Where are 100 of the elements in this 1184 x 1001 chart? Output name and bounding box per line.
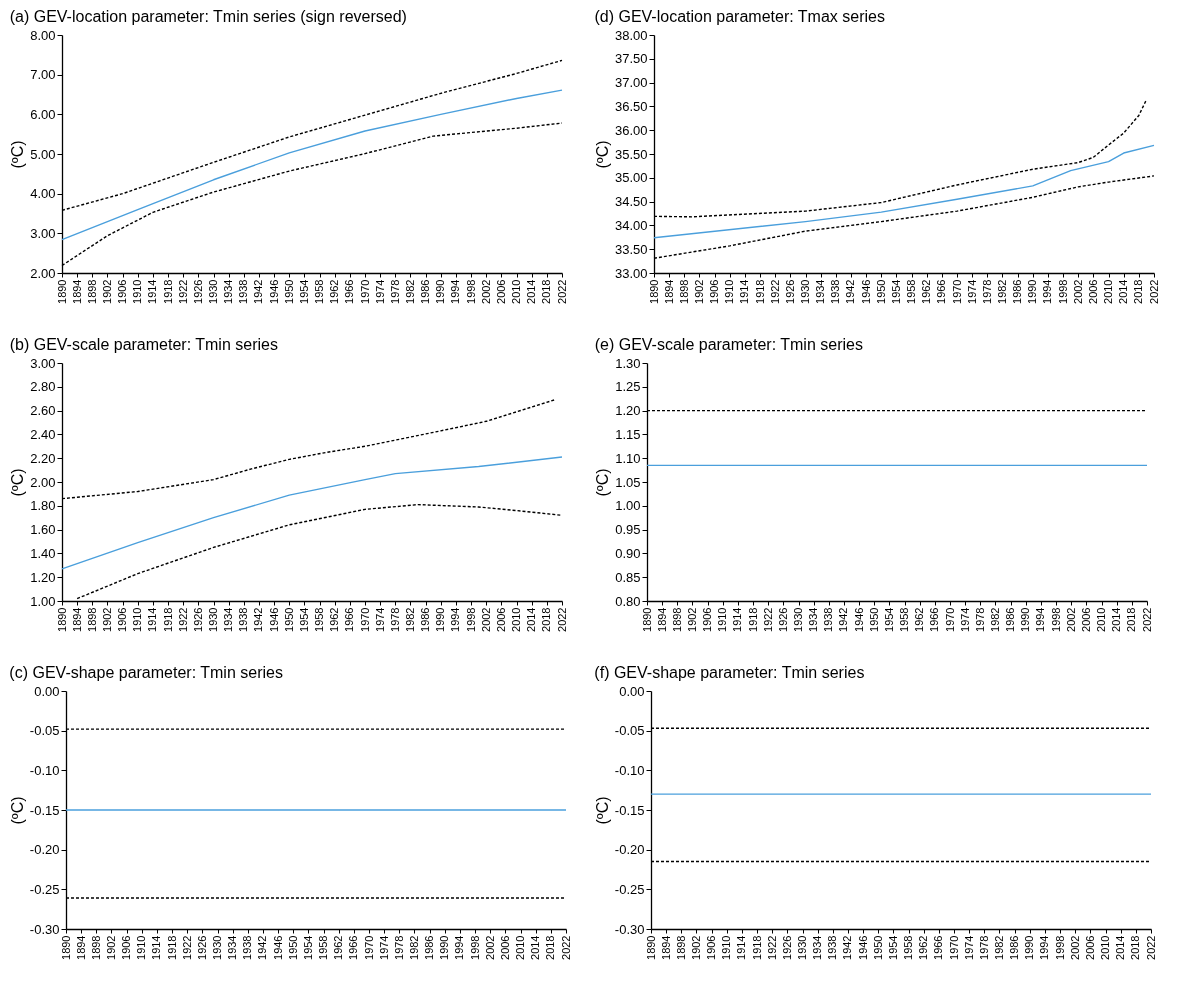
y-tick-label: 6.00 xyxy=(30,106,56,122)
y-tick-label: 36.00 xyxy=(614,122,648,138)
y-tick-label: 1.05 xyxy=(615,474,641,490)
x-tick-label: 1974 xyxy=(965,279,978,304)
x-tick-label: 1974 xyxy=(958,607,971,632)
x-tick-label: 1946 xyxy=(852,607,865,632)
x-tick-label: 1954 xyxy=(889,279,902,304)
x-tick-label: 1970 xyxy=(943,607,956,632)
y-tick-label: 1.60 xyxy=(30,522,56,538)
x-tick-label: 1962 xyxy=(328,607,341,632)
x-tick-label: 2018 xyxy=(540,607,553,632)
x-tick-label: 1942 xyxy=(837,607,850,632)
x-tick-label: 1890 xyxy=(640,607,653,632)
x-tick-label: 2002 xyxy=(1068,935,1081,960)
x-tick-label: 1998 xyxy=(1056,279,1069,304)
x-tick-label: 1914 xyxy=(146,279,159,304)
x-tick-label: 1930 xyxy=(796,935,809,960)
x-tick-label: 2014 xyxy=(1114,935,1127,960)
y-tick-label: 1.00 xyxy=(30,593,56,609)
y-tick-label: -0.20 xyxy=(614,842,645,858)
x-tick-label: 1962 xyxy=(328,279,341,304)
x-tick-label: 1994 xyxy=(453,935,466,960)
x-tick-label: 2022 xyxy=(555,607,568,632)
x-tick-label: 1934 xyxy=(807,607,820,632)
x-tick-label: 1958 xyxy=(317,935,330,960)
x-tick-label: 1894 xyxy=(74,935,87,960)
chart-title: (a) GEV-location parameter: Tmin series (sign reversed) xyxy=(9,8,407,25)
x-tick-label: 1918 xyxy=(750,935,763,960)
x-tick-label: 2014 xyxy=(529,935,542,960)
x-tick-label: 1930 xyxy=(207,279,220,304)
x-tick-label: 1910 xyxy=(723,279,736,304)
y-axis-title: (ºC) xyxy=(9,140,27,169)
x-tick-label: 1918 xyxy=(165,935,178,960)
x-tick-label: 1970 xyxy=(358,607,371,632)
x-tick-label: 1954 xyxy=(297,607,310,632)
x-tick-label: 2018 xyxy=(540,279,553,304)
y-tick-label: -0.10 xyxy=(29,762,60,778)
y-tick-label: 1.30 xyxy=(615,355,641,371)
x-tick-label: 1978 xyxy=(388,279,401,304)
x-tick-label: 1966 xyxy=(343,607,356,632)
y-tick-label: 2.80 xyxy=(30,379,56,395)
x-tick-label: 1934 xyxy=(222,607,235,632)
x-tick-label: 1914 xyxy=(738,279,751,304)
x-tick-label: 2018 xyxy=(544,935,557,960)
x-tick-label: 1990 xyxy=(1019,607,1032,632)
x-tick-label: 1970 xyxy=(362,935,375,960)
y-tick-label: -0.25 xyxy=(614,881,645,897)
x-tick-label: 1942 xyxy=(252,279,265,304)
x-tick-label: 1922 xyxy=(765,935,778,960)
x-tick-label: 2018 xyxy=(1132,279,1145,304)
x-tick-label: 1934 xyxy=(222,279,235,304)
x-tick-label: 2022 xyxy=(1140,607,1153,632)
x-tick-label: 2002 xyxy=(1071,279,1084,304)
y-tick-label: 35.50 xyxy=(614,146,648,162)
y-tick-label: -0.05 xyxy=(29,723,60,739)
x-tick-label: 1958 xyxy=(313,279,326,304)
x-tick-label: 1902 xyxy=(692,279,705,304)
x-tick-label: 1954 xyxy=(882,607,895,632)
x-tick-label: 1970 xyxy=(947,935,960,960)
x-tick-label: 1902 xyxy=(685,607,698,632)
x-tick-label: 1894 xyxy=(70,607,83,632)
y-tick-label: -0.20 xyxy=(29,842,60,858)
y-tick-label: 0.85 xyxy=(615,569,641,585)
y-axis-title: (ºC) xyxy=(593,796,611,825)
x-tick-label: 1986 xyxy=(1004,607,1017,632)
x-tick-label: 1986 xyxy=(419,607,432,632)
x-tick-label: 2006 xyxy=(1079,607,1092,632)
y-tick-label: 2.00 xyxy=(30,474,56,490)
x-tick-label: 1910 xyxy=(720,935,733,960)
y-tick-label: 5.00 xyxy=(30,146,56,162)
y-tick-label: 7.00 xyxy=(30,67,56,83)
x-tick-label: 1998 xyxy=(464,279,477,304)
x-tick-label: 1898 xyxy=(674,935,687,960)
y-tick-label: 1.00 xyxy=(615,498,641,514)
x-tick-label: 2010 xyxy=(1102,279,1115,304)
x-tick-label: 2022 xyxy=(1147,279,1160,304)
x-tick-label: 1966 xyxy=(343,279,356,304)
chart-title: (c) GEV-shape parameter: Tmin series xyxy=(9,664,283,681)
x-tick-label: 1906 xyxy=(708,279,721,304)
x-tick-label: 1982 xyxy=(407,935,420,960)
x-tick-label: 1938 xyxy=(826,935,839,960)
y-tick-label: 37.00 xyxy=(614,75,648,91)
x-tick-label: 1958 xyxy=(902,935,915,960)
x-tick-label: 1906 xyxy=(120,935,133,960)
x-tick-label: 1982 xyxy=(988,607,1001,632)
x-tick-label: 1934 xyxy=(811,935,824,960)
x-tick-label: 1914 xyxy=(146,607,159,632)
x-tick-label: 1902 xyxy=(100,279,113,304)
x-tick-label: 1942 xyxy=(841,935,854,960)
x-tick-label: 1938 xyxy=(822,607,835,632)
line-series xyxy=(61,456,563,570)
x-tick-label: 1938 xyxy=(237,607,250,632)
x-tick-label: 2018 xyxy=(1129,935,1142,960)
x-tick-label: 1898 xyxy=(85,607,98,632)
x-tick-label: 1974 xyxy=(377,935,390,960)
x-tick-label: 1926 xyxy=(191,607,204,632)
x-tick-label: 1922 xyxy=(180,935,193,960)
y-axis-title: (ºC) xyxy=(9,468,27,497)
x-tick-label: 1986 xyxy=(423,935,436,960)
x-tick-label: 1906 xyxy=(705,935,718,960)
